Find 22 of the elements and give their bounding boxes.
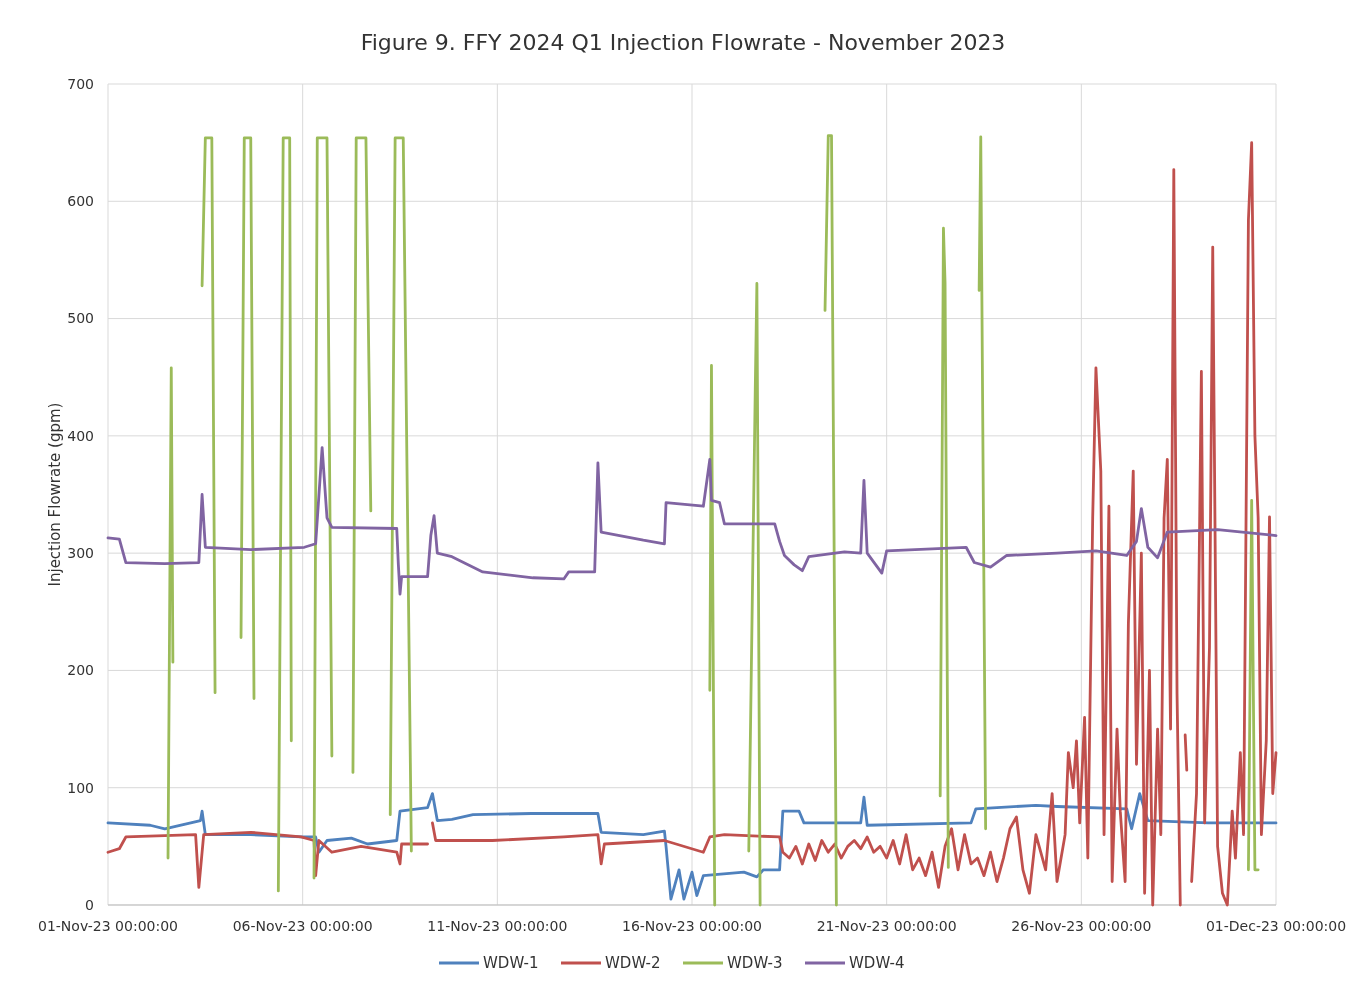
- x-tick-label: 21-Nov-23 00:00:00: [816, 918, 957, 934]
- x-tick-label: 01-Nov-23 00:00:00: [37, 918, 179, 934]
- line-series: [106, 446, 1278, 596]
- y-tick-label: 600: [67, 193, 94, 210]
- y-tick-label: 400: [67, 427, 94, 444]
- y-tick-label: 0: [85, 896, 94, 913]
- y-tick-label: 700: [67, 75, 94, 92]
- x-tick-label: 06-Nov-23 00:00:00: [232, 918, 373, 934]
- legend-label: WDW-1: [483, 954, 539, 973]
- y-tick-label: 500: [67, 310, 94, 327]
- y-tick-label: 200: [67, 662, 94, 679]
- x-tick-label: 16-Nov-23 00:00:00: [621, 918, 763, 934]
- y-axis-title: Injection Flowrate (gpm): [46, 402, 64, 587]
- x-tick-label: 11-Nov-23 00:00:00: [427, 918, 568, 934]
- chart-title: Figure 9. FFY 2024 Q1 Injection Flowrate - November 2023: [360, 30, 1006, 55]
- legend-label: WDW-2: [605, 954, 661, 973]
- legend-label: WDW-3: [727, 954, 783, 973]
- y-tick-label: 300: [67, 545, 94, 562]
- legend-label: WDW-4: [849, 954, 905, 973]
- x-tick-label: 26-Nov-23 00:00:00: [1011, 918, 1152, 934]
- x-tick-label: 01-Dec-23 00:00:00: [1205, 918, 1347, 934]
- y-tick-label: 100: [67, 779, 94, 796]
